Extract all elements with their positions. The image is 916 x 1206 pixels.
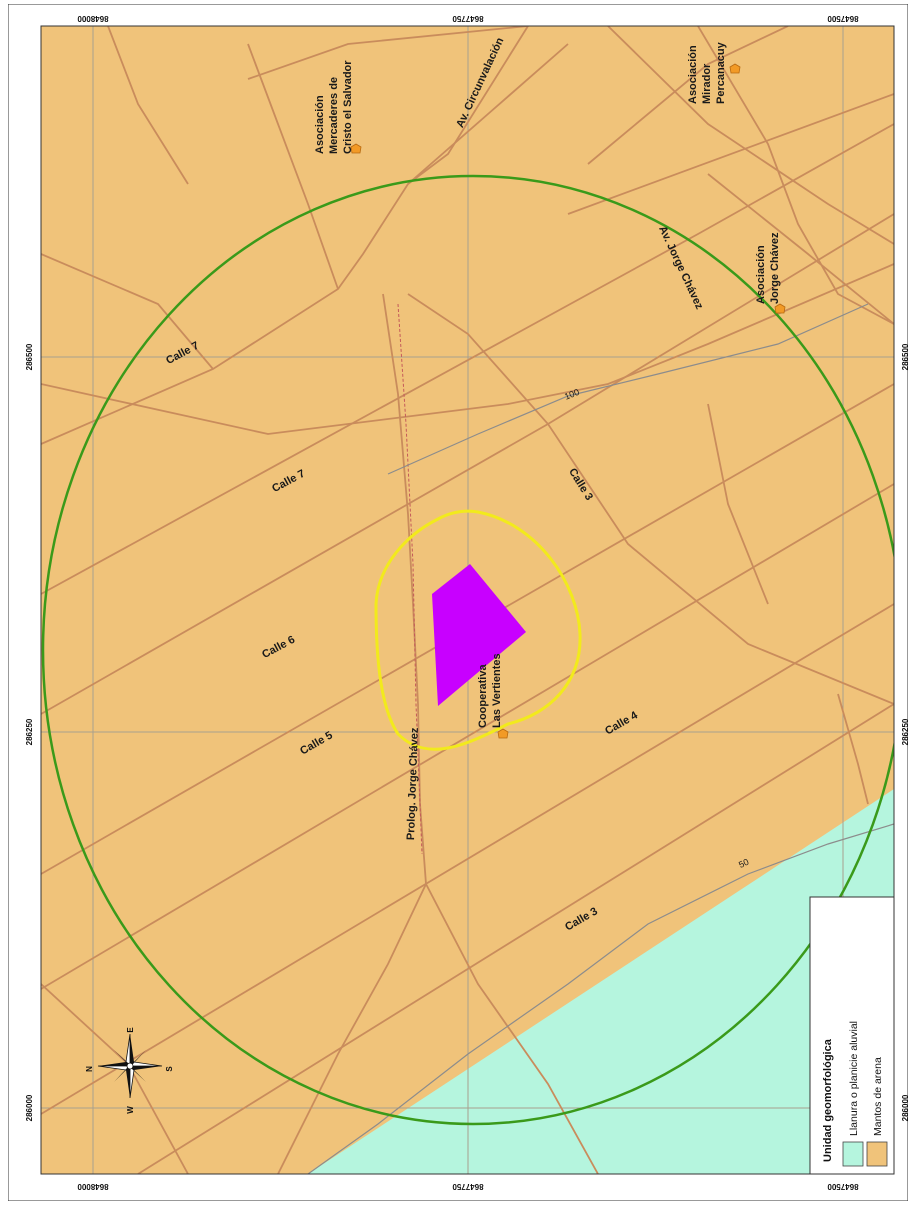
grid-top-label-1: 8648000 [77, 14, 109, 23]
place-cooperativa-line2: Las Vertientes [491, 653, 503, 728]
place-mirador-line2: Mirador [701, 63, 713, 104]
grid-bottom-label-3: 8647500 [827, 1182, 859, 1191]
grid-left-label-3: 286000 [25, 1094, 34, 1121]
grid-left-label-2: 286250 [25, 718, 34, 745]
map-border [40, 25, 895, 1175]
compass-s: S [165, 1066, 174, 1072]
map-body: Av. Circunvalación Av. Jorge Chávez Prol… [41, 26, 894, 1174]
grid-bottom-label-1: 8648000 [77, 1182, 109, 1191]
grid-bottom-label-2: 8647750 [452, 1182, 484, 1191]
legend: Unidad geomorfológica Llanura o planicie… [809, 896, 894, 1174]
place-mirador-line3: Percanacuy [715, 41, 727, 104]
place-jorge-chavez-line1: Asociación [755, 245, 767, 304]
grid-right-label-2: 286250 [901, 718, 908, 745]
poi-jorge-chavez-marker[interactable] [774, 303, 786, 314]
poi-cooperativa-marker[interactable] [497, 728, 509, 739]
poi-mercaderes-marker[interactable] [350, 143, 362, 154]
grid-top-label-2: 8647750 [452, 14, 484, 23]
legend-title: Unidad geomorfológica [822, 1038, 834, 1162]
grid-right-label-3: 286000 [901, 1094, 908, 1121]
place-jorge-chavez-line2: Jorge Chávez [769, 232, 781, 304]
street-prolog-jorge-chavez: Prolog. Jorge Chávez [405, 727, 421, 840]
place-mercaderes-line1: Asociación [314, 95, 326, 154]
grid-right-label-1: 286500 [901, 343, 908, 370]
compass-e: E [126, 1027, 135, 1033]
inner-buffer [374, 509, 582, 751]
compass-w: W [126, 1106, 135, 1114]
contour-lines [307, 303, 894, 1174]
place-mercaderes-line2: Mercaderes de [328, 77, 340, 154]
poi-mirador-marker[interactable] [729, 63, 741, 74]
place-mercaderes-line3: Cristo el Salvador [342, 60, 354, 154]
place-cooperativa-line1: Cooperativa [477, 664, 489, 728]
dashed-path [397, 303, 423, 855]
map-frame: Av. Circunvalación Av. Jorge Chávez Prol… [7, 3, 910, 1202]
grid-left-label-1: 286500 [25, 343, 34, 370]
compass-rose: N S E W [85, 1027, 174, 1114]
legend-swatch-aluvial [842, 1141, 864, 1167]
project-site[interactable] [432, 564, 526, 706]
place-mirador-line1: Asociación [687, 45, 699, 104]
outer-buffer-circle [41, 174, 894, 1126]
road-network [41, 26, 894, 1174]
compass-icon [97, 1033, 163, 1099]
legend-swatch-arena [866, 1141, 888, 1167]
grid-top-label-3: 8647500 [827, 14, 859, 23]
legend-box [809, 896, 894, 1174]
alluvial-area [308, 789, 894, 1174]
legend-label-aluvial: Llanura o planicie aluvial [848, 1021, 860, 1136]
map-canvas[interactable]: Av. Circunvalación Av. Jorge Chávez Prol… [7, 3, 910, 1202]
contour-label-50: 50 [737, 857, 750, 870]
compass-n: N [85, 1066, 94, 1072]
legend-label-arena: Mantos de arena [872, 1057, 884, 1136]
